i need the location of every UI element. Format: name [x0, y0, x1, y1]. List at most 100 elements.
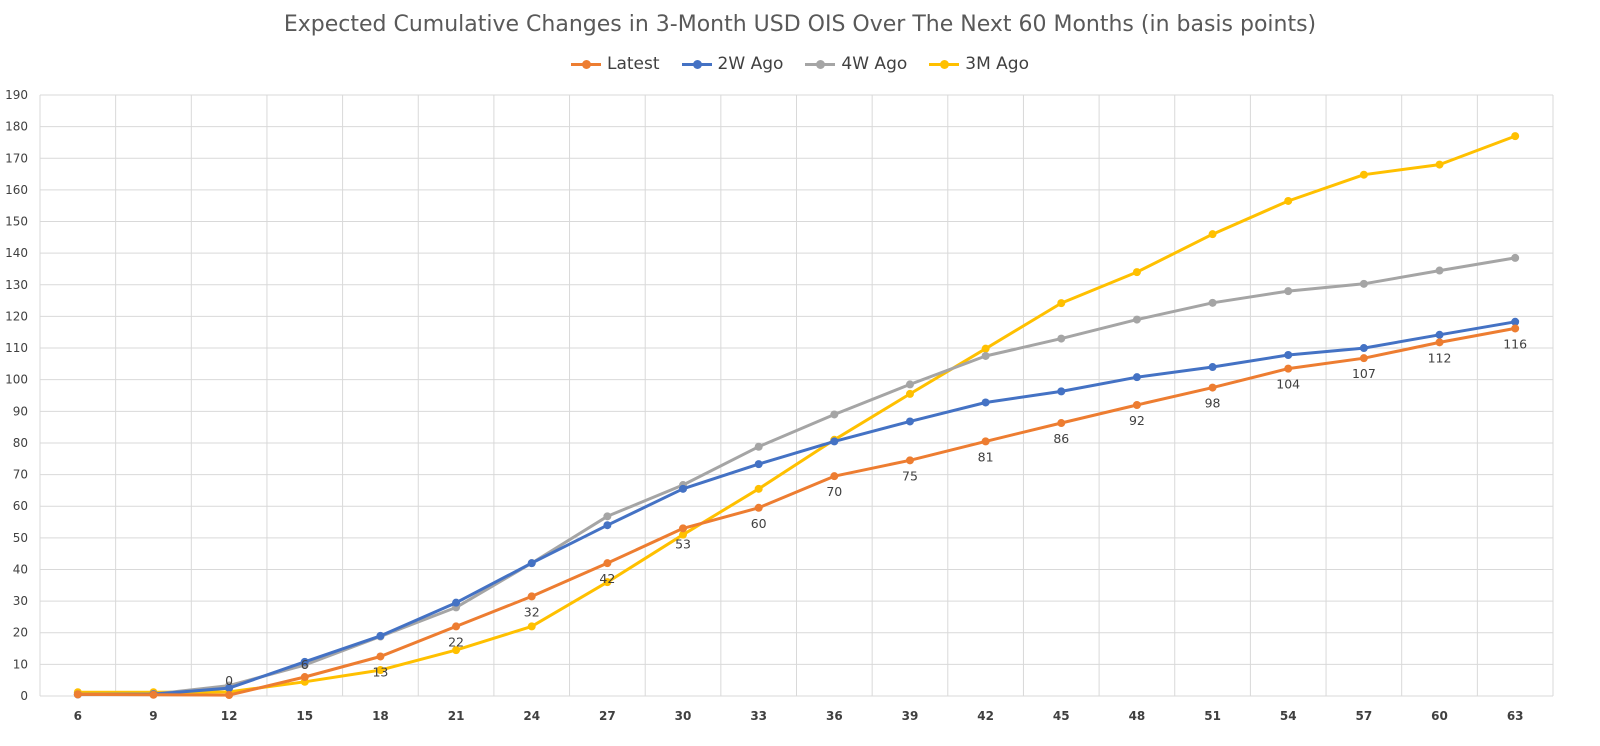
- series-point-3m-ago: [603, 578, 612, 587]
- series-point-2w-ago: [452, 598, 461, 607]
- series-point-2w-ago: [376, 631, 385, 640]
- series-point-3m-ago: [376, 666, 385, 675]
- data-label-latest: 53: [675, 536, 691, 551]
- chart-title: Expected Cumulative Changes in 3-Month U…: [283, 12, 1317, 37]
- data-label-latest: 22: [448, 634, 464, 649]
- series-point-latest: [1208, 383, 1217, 392]
- series-point-3m-ago: [905, 389, 914, 398]
- series-point-3m-ago: [754, 484, 763, 493]
- legend-item-4w-ago: 4W Ago: [805, 54, 907, 74]
- series-point-4w-ago: [1208, 298, 1217, 307]
- legend-swatch-3m-ago: [929, 57, 960, 71]
- legend-label-2w-ago: 2W Ago: [717, 54, 784, 74]
- series-point-latest: [905, 456, 914, 465]
- series-line-2w-ago: [77, 320, 1516, 696]
- series-point-3m-ago: [1132, 268, 1141, 277]
- series-point-2w-ago: [300, 657, 309, 666]
- legend-swatch-4w-ago: [805, 57, 836, 71]
- series-point-latest: [679, 524, 688, 533]
- series-point-4w-ago: [1132, 315, 1141, 324]
- data-label-latest: 70: [826, 484, 842, 499]
- series-point-2w-ago: [527, 559, 536, 568]
- series-point-2w-ago: [603, 521, 612, 530]
- y-tick-label: 70: [13, 468, 28, 482]
- series-point-latest: [527, 592, 536, 601]
- data-label-latest: 81: [978, 449, 994, 464]
- y-tick-label: 190: [5, 88, 28, 102]
- y-tick-label: 0: [20, 689, 28, 703]
- y-tick-label: 40: [13, 562, 28, 576]
- series-point-3m-ago: [1511, 132, 1520, 141]
- series-point-latest: [73, 690, 82, 699]
- x-tick-label: 54: [1280, 709, 1297, 723]
- series-point-latest: [1057, 419, 1066, 428]
- legend-item-2w-ago: 2W Ago: [681, 54, 784, 74]
- series-point-latest: [225, 691, 234, 700]
- data-label-latest: 92: [1129, 413, 1145, 428]
- y-tick-label: 180: [5, 120, 28, 134]
- series-point-2w-ago: [1359, 344, 1368, 353]
- series-point-3m-ago: [527, 622, 536, 631]
- legend-label-4w-ago: 4W Ago: [841, 54, 908, 74]
- x-tick-label: 21: [448, 709, 465, 723]
- y-tick-label: 90: [13, 404, 28, 418]
- series-point-4w-ago: [981, 351, 990, 360]
- series-point-3m-ago: [679, 530, 688, 539]
- y-tick-label: 100: [5, 373, 28, 387]
- series-point-2w-ago: [1208, 363, 1217, 372]
- series-point-latest: [1435, 338, 1444, 347]
- data-label-latest: 116: [1503, 336, 1527, 351]
- x-tick-label: 60: [1431, 709, 1448, 723]
- legend-label-latest: Latest: [607, 54, 660, 74]
- x-tick-label: 57: [1356, 709, 1373, 723]
- x-tick-label: 48: [1129, 709, 1146, 723]
- y-tick-label: 10: [13, 657, 28, 671]
- series-point-2w-ago: [1132, 373, 1141, 382]
- series-point-2w-ago: [679, 484, 688, 493]
- y-tick-label: 130: [5, 278, 28, 292]
- series-point-latest: [149, 690, 158, 699]
- data-label-latest: 98: [1205, 396, 1221, 411]
- y-tick-label: 110: [5, 341, 28, 355]
- series-point-2w-ago: [981, 398, 990, 407]
- series-point-latest: [603, 559, 612, 568]
- x-tick-label: 18: [372, 709, 389, 723]
- series-point-latest: [1132, 400, 1141, 409]
- y-tick-label: 140: [5, 246, 28, 260]
- legend-item-latest: Latest: [571, 54, 660, 74]
- data-label-latest: 13: [372, 664, 388, 679]
- series-point-3m-ago: [1359, 170, 1368, 179]
- y-tick-label: 30: [13, 594, 28, 608]
- chart-legend: Latest 2W Ago 4W Ago 3M Ago: [0, 54, 1600, 74]
- data-label-latest: 75: [902, 468, 918, 483]
- series-point-latest: [376, 652, 385, 661]
- data-label-latest: 0: [225, 673, 233, 688]
- x-tick-label: 6: [74, 709, 82, 723]
- series-point-4w-ago: [905, 380, 914, 389]
- series-line-latest: [77, 326, 1516, 697]
- series-point-4w-ago: [1284, 287, 1293, 296]
- series-point-2w-ago: [1284, 351, 1293, 360]
- series-point-3m-ago: [1208, 230, 1217, 239]
- data-label-latest: 86: [1053, 431, 1069, 446]
- series-point-2w-ago: [905, 417, 914, 426]
- x-tick-label: 63: [1507, 709, 1524, 723]
- legend-swatch-2w-ago: [681, 57, 712, 71]
- x-tick-label: 42: [977, 709, 994, 723]
- series-point-2w-ago: [754, 460, 763, 469]
- data-label-latest: 6: [301, 657, 309, 672]
- legend-item-3m-ago: 3M Ago: [929, 54, 1029, 74]
- x-tick-label: 51: [1204, 709, 1221, 723]
- series-point-latest: [1511, 324, 1520, 333]
- x-tick-label: 9: [149, 709, 157, 723]
- series-point-4w-ago: [1435, 266, 1444, 275]
- series-point-3m-ago: [1057, 299, 1066, 308]
- data-label-latest: 112: [1428, 350, 1452, 365]
- series-point-latest: [1359, 354, 1368, 363]
- series-point-2w-ago: [830, 437, 839, 446]
- x-tick-label: 33: [750, 709, 767, 723]
- x-tick-label: 39: [902, 709, 919, 723]
- series-point-2w-ago: [225, 684, 234, 693]
